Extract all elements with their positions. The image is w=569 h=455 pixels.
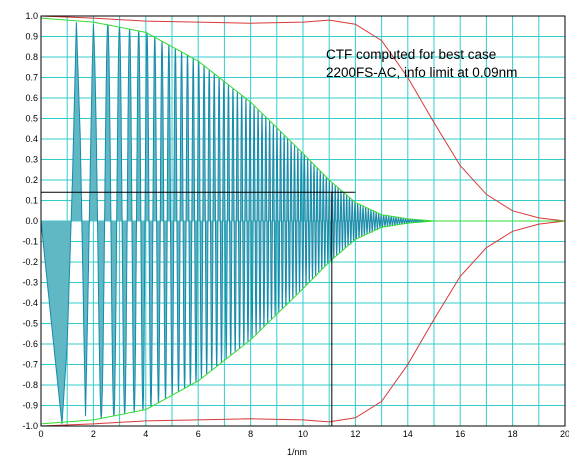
x-tick-label: 10 xyxy=(298,429,308,439)
tick-labels: 0 2 4 6 8 10 12 14 16 18 20 1.0 0.9 0.8 0.7 0.6 0.5 0.4 0.… xyxy=(22,11,569,439)
y-tick-label: -0.7 xyxy=(22,360,38,370)
y-tick-label: -0.2 xyxy=(22,257,38,267)
y-tick-label: -0.5 xyxy=(22,319,38,329)
x-tick-label: 14 xyxy=(403,429,413,439)
y-tick-label: 0.8 xyxy=(25,52,38,62)
y-tick-label: 0.1 xyxy=(25,196,38,206)
y-tick-label: 0.3 xyxy=(25,155,38,165)
x-tick-label: 16 xyxy=(455,429,465,439)
y-tick-label: 0.4 xyxy=(25,134,38,144)
y-tick-label: 0.0 xyxy=(25,216,38,226)
y-tick-label: 0.9 xyxy=(25,32,38,42)
y-tick-label: -0.4 xyxy=(22,298,38,308)
x-tick-label: 8 xyxy=(248,429,253,439)
envelope-upper xyxy=(40,17,565,222)
x-tick-label: 0 xyxy=(38,429,43,439)
y-tick-label: 1.0 xyxy=(25,11,38,21)
y-tick-label: -0.9 xyxy=(22,401,38,411)
x-tick-label: 4 xyxy=(143,429,148,439)
y-tick-label: -1.0 xyxy=(22,421,38,431)
x-tick-label: 20 xyxy=(560,429,569,439)
envelope-lower xyxy=(40,220,565,425)
y-tick-label: -0.6 xyxy=(22,339,38,349)
annotation-line-2: 2200FS-AC, info limit at 0.09nm xyxy=(326,65,517,80)
x-axis-label: 1/nm xyxy=(287,447,307,455)
outer-envelope-lower xyxy=(40,220,566,427)
x-tick-label: 2 xyxy=(91,429,96,439)
y-tick-label: -0.1 xyxy=(22,237,38,247)
annotation-line-1: CTF computed for best case xyxy=(326,47,496,62)
x-tick-label: 6 xyxy=(196,429,201,439)
y-tick-label: -0.3 xyxy=(22,278,38,288)
x-tick-label: 18 xyxy=(508,429,518,439)
y-tick-label: 0.7 xyxy=(25,73,38,83)
x-tick-label: 12 xyxy=(350,429,360,439)
ctf-fill-area xyxy=(41,22,565,424)
y-tick-label: 0.6 xyxy=(25,93,38,103)
y-tick-label: 0.2 xyxy=(25,175,38,185)
plot-marks xyxy=(40,15,566,427)
outer-envelope-upper xyxy=(40,15,566,222)
y-tick-label: 0.5 xyxy=(25,114,38,124)
y-tick-label: -0.8 xyxy=(22,380,38,390)
plot-frame xyxy=(40,15,566,427)
